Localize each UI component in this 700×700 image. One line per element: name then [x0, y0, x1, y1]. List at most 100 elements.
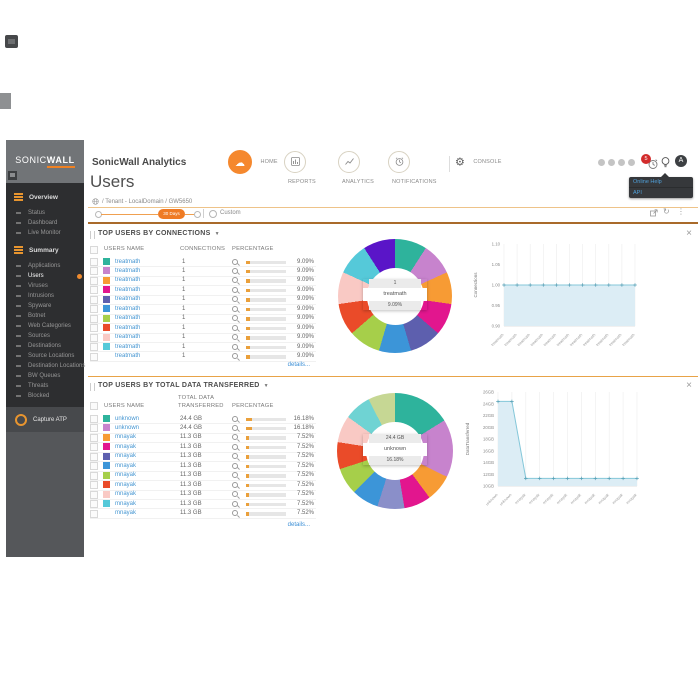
user-link[interactable]: unknown	[115, 415, 140, 422]
user-link[interactable]: treatmath	[115, 305, 141, 312]
sidebar-item-intrusions[interactable]: Intrusions	[6, 291, 84, 301]
magnifier-icon[interactable]	[232, 491, 238, 498]
row-checkbox[interactable]	[90, 324, 98, 333]
table-row[interactable]: mnayak 11.3 GB 7.52%	[90, 461, 316, 472]
user-link[interactable]: treatmath	[115, 277, 141, 284]
panel-title[interactable]: TOP USERS BY TOTAL DATA TRANSFERRED ▼	[98, 382, 269, 389]
table-row[interactable]: treatmath 1 9.09%	[90, 285, 316, 296]
row-checkbox[interactable]	[90, 305, 98, 314]
data-transferred-line-chart[interactable]: DataTransferred 26GB 24GB 22GB 20GB 18GB 16GB 1…	[460, 386, 645, 523]
table-row[interactable]: mnayak 11.3 GB 7.52%	[90, 442, 316, 453]
magnifier-icon[interactable]	[232, 472, 238, 479]
magnifier-icon[interactable]	[232, 334, 238, 341]
magnifier-icon[interactable]	[232, 510, 238, 516]
table-row[interactable]: mnayak 11.3 GB 7.52%	[90, 433, 316, 444]
details-link[interactable]: details...	[287, 522, 310, 528]
user-link[interactable]: mnayak	[115, 443, 137, 450]
nav-console[interactable]: ⚙ CONSOLE	[455, 155, 502, 169]
user-link[interactable]: treatmath	[115, 258, 141, 265]
header-dot[interactable]	[608, 159, 615, 166]
row-checkbox[interactable]	[90, 286, 98, 295]
magnifier-icon[interactable]	[232, 296, 238, 303]
user-avatar[interactable]: A	[675, 155, 687, 167]
row-checkbox[interactable]	[90, 471, 98, 480]
magnifier-icon[interactable]	[232, 415, 238, 422]
nav-reports[interactable]: REPORTS	[284, 151, 342, 185]
table-row[interactable]: treatmath 1 9.09%	[90, 295, 316, 306]
row-checkbox[interactable]	[90, 352, 98, 361]
magnifier-icon[interactable]	[232, 258, 238, 265]
table-row[interactable]: treatmath 1 9.09%	[90, 304, 316, 315]
table-row[interactable]: mnayak 11.3 GB 7.52%	[90, 471, 316, 482]
sidebar-item-web-categories[interactable]: Web Categories	[6, 321, 84, 331]
sidebar-item-capture-atp[interactable]: Capture ATP	[6, 407, 84, 432]
close-icon[interactable]: ×	[686, 380, 692, 391]
nav-home[interactable]: ☁ HOME	[228, 150, 286, 178]
sidebar-item-destination-locations[interactable]: Destination Locations	[6, 361, 85, 371]
panel-title[interactable]: TOP USERS BY CONNECTIONS ▼	[98, 230, 220, 237]
sidebar-item-live-monitor[interactable]: Live Monitor	[6, 228, 84, 238]
header-dot[interactable]	[618, 159, 625, 166]
user-link[interactable]: treatmath	[115, 353, 141, 359]
row-checkbox[interactable]	[90, 481, 98, 490]
sidebar-item-threats[interactable]: Threats	[6, 381, 84, 391]
user-link[interactable]: mnayak	[115, 491, 137, 498]
sidebar-item-spyware[interactable]: Spyware	[6, 301, 84, 311]
magnifier-icon[interactable]	[232, 434, 238, 441]
panel-drag-handle[interactable]	[90, 231, 95, 239]
sidebar-item-dashboard[interactable]: Dashboard	[6, 218, 84, 228]
row-checkbox[interactable]	[90, 462, 98, 471]
sidebar-collapse-icon[interactable]	[8, 171, 17, 180]
magnifier-icon[interactable]	[232, 315, 238, 322]
sidebar-item-applications[interactable]: Applications	[6, 261, 84, 271]
table-row[interactable]: treatmath 1 9.09%	[90, 257, 316, 268]
nav-analytics[interactable]: ANALYTICS	[338, 151, 396, 185]
alert-clock-icon[interactable]	[647, 157, 659, 175]
user-link[interactable]: mnayak	[115, 500, 137, 507]
magnifier-icon[interactable]	[232, 443, 238, 450]
row-checkbox[interactable]	[90, 333, 98, 342]
magnifier-icon[interactable]	[232, 343, 238, 350]
magnifier-icon[interactable]	[232, 500, 238, 507]
user-link[interactable]: treatmath	[115, 286, 141, 293]
sidebar-item-botnet[interactable]: Botnet	[6, 311, 84, 321]
sidebar-item-bw-queues[interactable]: BW Queues	[6, 371, 84, 381]
refresh-icon[interactable]: ↻	[663, 207, 670, 216]
magnifier-icon[interactable]	[232, 453, 238, 460]
user-link[interactable]: mnayak	[115, 453, 137, 460]
user-link[interactable]: mnayak	[115, 462, 137, 469]
magnifier-icon[interactable]	[232, 481, 238, 488]
custom-range-radio[interactable]	[209, 210, 217, 218]
magnifier-icon[interactable]	[232, 305, 238, 312]
sidebar-item-sources[interactable]: Sources	[6, 331, 84, 341]
help-menu-online-help[interactable]: Online Help	[629, 177, 693, 188]
connections-line-chart[interactable]: Connections 1.10 1.05 1.00 0.95 0.90 treatmath…	[468, 236, 643, 361]
user-link[interactable]: mnayak	[115, 510, 137, 516]
row-checkbox[interactable]	[90, 415, 98, 423]
sidebar-item-blocked[interactable]: Blocked	[6, 391, 84, 401]
help-menu-api[interactable]: API	[633, 190, 642, 196]
row-checkbox[interactable]	[90, 490, 98, 499]
header-dot[interactable]	[598, 159, 605, 166]
time-range-pill[interactable]: 30 Days	[158, 209, 185, 219]
row-checkbox[interactable]	[90, 509, 98, 518]
sidebar-item-users[interactable]: Users	[6, 271, 84, 281]
table-row[interactable]: treatmath 1 9.09%	[90, 342, 316, 353]
table-row[interactable]: mnayak 11.3 GB 7.52%	[90, 452, 316, 463]
table-row[interactable]: mnayak 11.3 GB 7.52%	[90, 480, 316, 491]
sidebar-item-viruses[interactable]: Viruses	[6, 281, 84, 291]
table-row[interactable]: mnayak 11.3 GB 7.52%	[90, 499, 316, 510]
export-icon[interactable]	[650, 209, 658, 219]
sidebar-item-status[interactable]: Status	[6, 208, 84, 218]
table-row[interactable]: treatmath 1 9.09%	[90, 352, 316, 362]
user-link[interactable]: treatmath	[115, 343, 141, 350]
sidebar-section-overview[interactable]: Overview	[6, 192, 84, 202]
row-checkbox[interactable]	[90, 452, 98, 461]
row-checkbox[interactable]	[90, 443, 98, 452]
slider-right-handle[interactable]	[194, 211, 201, 218]
magnifier-icon[interactable]	[232, 267, 238, 274]
table-row[interactable]: treatmath 1 9.09%	[90, 266, 316, 277]
nav-notifications[interactable]: NOTIFICATIONS	[388, 151, 454, 185]
user-link[interactable]: treatmath	[115, 324, 141, 331]
user-link[interactable]: treatmath	[115, 296, 141, 303]
